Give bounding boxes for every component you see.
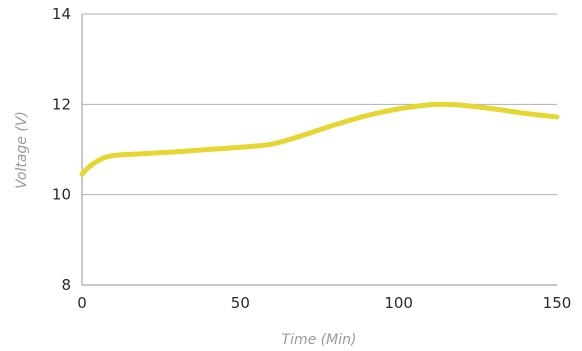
grid-lines bbox=[82, 14, 557, 195]
x-tick-label-100: 100 bbox=[384, 294, 413, 312]
voltage-series-line bbox=[82, 104, 557, 174]
y-axis-title: Voltage (V) bbox=[14, 111, 30, 189]
series-layer bbox=[82, 104, 557, 174]
y-tick-label-12: 12 bbox=[52, 95, 71, 113]
x-tick-label-150: 150 bbox=[543, 294, 572, 312]
axes bbox=[82, 14, 557, 285]
x-tick-label-50: 50 bbox=[231, 294, 250, 312]
y-tick-label-14: 14 bbox=[52, 5, 71, 23]
x-tick-label-0: 0 bbox=[77, 294, 87, 312]
x-axis-title: Time (Min) bbox=[282, 332, 357, 348]
y-tick-labels: 8 10 12 14 bbox=[52, 5, 71, 294]
x-tick-labels: 0 50 100 150 bbox=[77, 294, 571, 312]
y-tick-label-10: 10 bbox=[52, 186, 71, 204]
y-tick-label-8: 8 bbox=[61, 276, 71, 294]
